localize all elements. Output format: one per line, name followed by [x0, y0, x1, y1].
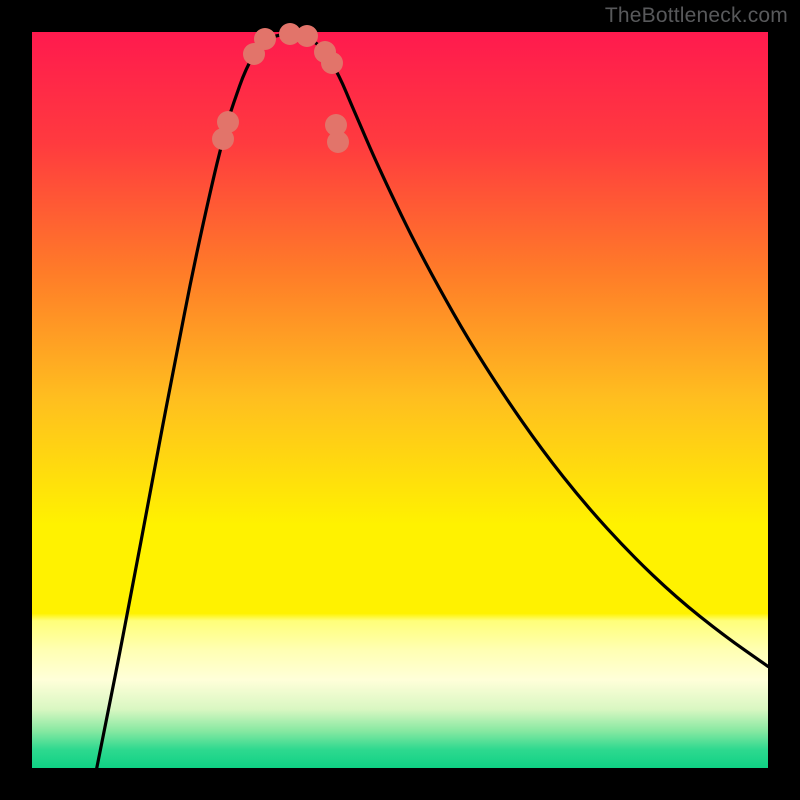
curve-marker [321, 52, 343, 74]
watermark-text: TheBottleneck.com [605, 4, 788, 28]
plot-area [32, 32, 768, 768]
curve-marker [296, 25, 318, 47]
curve-marker [217, 111, 239, 133]
curve-marker [327, 131, 349, 153]
markers-layer [32, 32, 768, 768]
curve-marker [254, 28, 276, 50]
